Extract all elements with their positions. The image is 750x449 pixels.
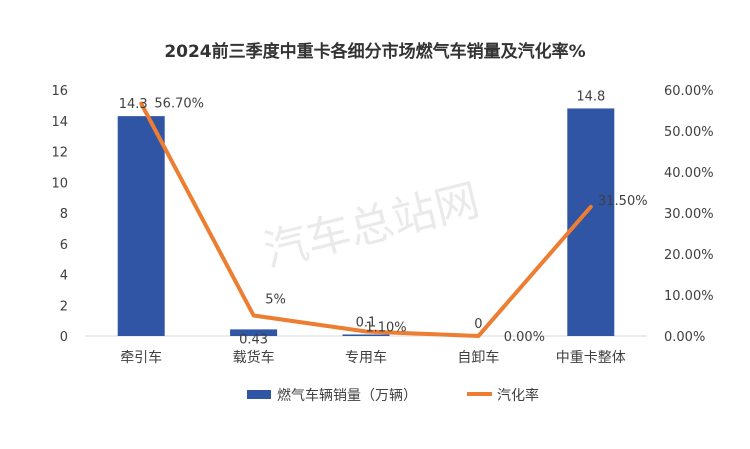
bar-data-label: 0.43 bbox=[239, 332, 268, 347]
legend: 燃气车辆销量（万辆） 汽化率 bbox=[247, 387, 539, 404]
y-right-tick-label: 40.00% bbox=[664, 166, 714, 181]
bar-专用车 bbox=[342, 334, 390, 336]
line-data-label: 31.50% bbox=[598, 194, 648, 209]
y-right-tick-label: 30.00% bbox=[664, 207, 714, 222]
x-category-label: 专用车 bbox=[345, 349, 387, 366]
legend-label-line: 汽化率 bbox=[497, 387, 539, 404]
line-data-label: 5% bbox=[265, 293, 286, 308]
y-right-tick-label: 60.00% bbox=[664, 84, 714, 99]
y-right-tick-label: 0.00% bbox=[664, 330, 705, 345]
bar-中重卡整体 bbox=[567, 108, 615, 336]
y-right-tick-label: 50.00% bbox=[664, 125, 714, 140]
y-left-tick-label: 2 bbox=[60, 299, 68, 314]
bar-牵引车 bbox=[117, 116, 165, 336]
y-right-tick-label: 20.00% bbox=[664, 248, 714, 263]
x-category-label: 牵引车 bbox=[120, 349, 162, 366]
line-汽化率 bbox=[139, 101, 593, 338]
chart-title: 2024前三季度中重卡各细分市场燃气车销量及汽化率% bbox=[164, 41, 585, 62]
y-left-tick-label: 10 bbox=[51, 176, 68, 191]
bar-data-label: 0.1 bbox=[356, 315, 377, 330]
plot-area: 0 2 4 6 8 10 12 14 16 0.00% 10.00% 20.00% 30.00% 40.0… bbox=[51, 84, 713, 366]
y-left-tick-label: 6 bbox=[60, 238, 68, 253]
y-left-tick-label: 0 bbox=[60, 330, 68, 345]
bar-载货车 bbox=[230, 329, 278, 336]
y-left-tick-label: 4 bbox=[60, 269, 68, 284]
y-left-tick-label: 12 bbox=[51, 146, 68, 161]
bar-data-label: 0 bbox=[474, 317, 482, 332]
bar-data-label: 14.8 bbox=[576, 89, 605, 104]
line-data-label: 0.00% bbox=[504, 330, 545, 345]
x-category-label: 载货车 bbox=[233, 349, 275, 366]
y-right-tick-label: 10.00% bbox=[664, 289, 714, 304]
watermark: 汽车总站网 bbox=[259, 175, 485, 278]
x-category-label: 自卸车 bbox=[457, 349, 499, 366]
line-data-label: 56.70% bbox=[154, 97, 204, 112]
line-data-label: 1.10% bbox=[365, 320, 406, 335]
x-category-label: 中重卡整体 bbox=[556, 350, 626, 366]
bar-data-label: 14.3 bbox=[119, 97, 148, 112]
legend-label-bar: 燃气车辆销量（万辆） bbox=[277, 387, 417, 404]
legend-swatch-bar bbox=[247, 390, 271, 399]
y-left-tick-label: 8 bbox=[60, 207, 68, 222]
y-left-tick-label: 14 bbox=[51, 115, 68, 130]
y-left-tick-label: 16 bbox=[51, 84, 68, 99]
